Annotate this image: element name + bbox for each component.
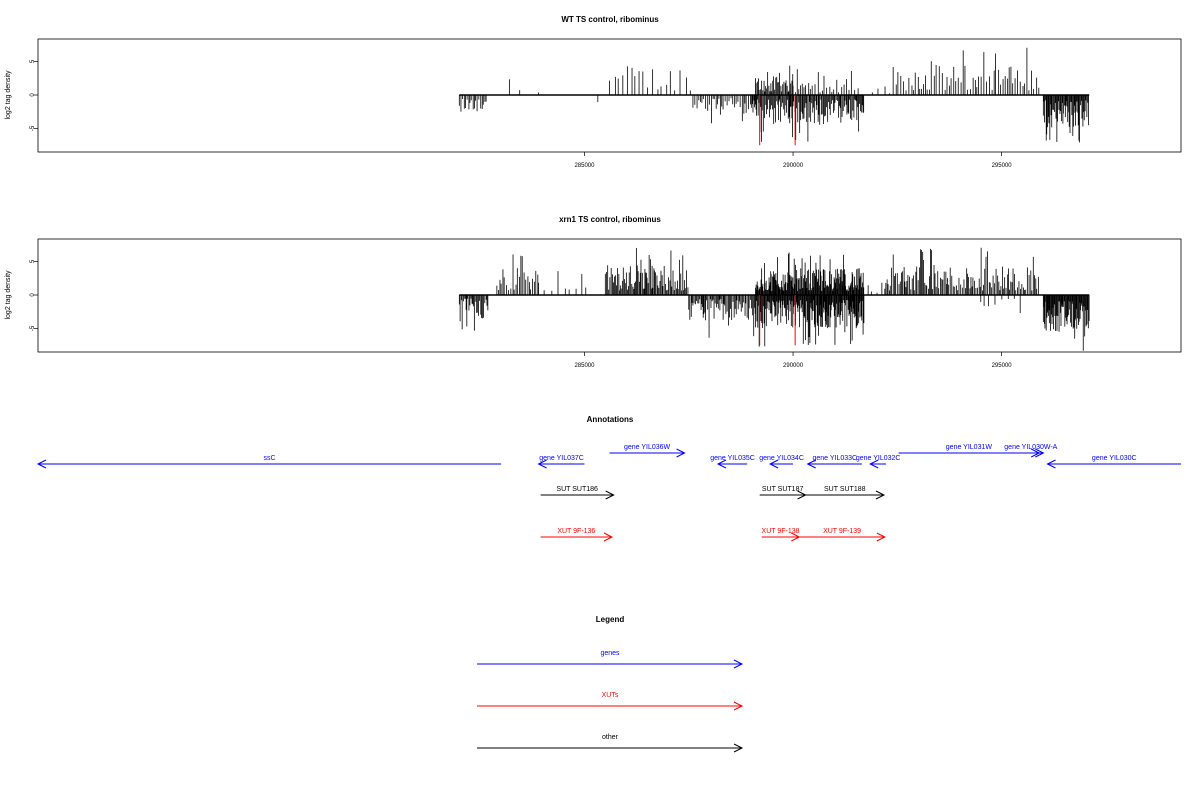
annotation-arrow-head bbox=[876, 532, 886, 542]
xrn1-x-tick-label: 295000 bbox=[992, 363, 1013, 369]
annotation-arrow-head bbox=[716, 459, 727, 469]
legend-panel: Legend genes XUTs other bbox=[477, 615, 744, 753]
annotation-label: gene YIL030C bbox=[1092, 455, 1137, 462]
wt-track-panel: WT TS control, ribominus log2 tag densit… bbox=[5, 15, 1182, 169]
annotation-label: gene YIL030W-A bbox=[1004, 444, 1057, 451]
legend-title: Legend bbox=[596, 615, 625, 624]
wt-track-title: WT TS control, ribominus bbox=[561, 15, 659, 24]
wt-x-tick-label: 285000 bbox=[574, 163, 595, 169]
legend-item-head bbox=[733, 743, 744, 753]
annotation-feature: SUT SUT187 bbox=[759, 486, 807, 500]
annotation-arrow-head bbox=[603, 532, 614, 542]
annotation-arrow-head bbox=[605, 490, 615, 500]
legend-item-head bbox=[733, 701, 744, 711]
legend-item-label: XUTs bbox=[602, 692, 619, 699]
annotation-feature: gene YIL034C bbox=[759, 455, 804, 469]
annotation-label: gene YIL034C bbox=[759, 455, 804, 462]
annotation-arrow-head bbox=[806, 459, 816, 469]
xrn1-x-tick-label: 290000 bbox=[783, 363, 804, 369]
annotation-feature: gene YIL032C bbox=[856, 455, 901, 469]
annotation-feature: gene YIL035C bbox=[710, 455, 755, 469]
annotation-label: XUT 9F-138 bbox=[762, 528, 800, 535]
annotation-feature: SUT SUT186 bbox=[540, 486, 615, 500]
annotation-feature: gene YIL036W bbox=[609, 444, 686, 458]
legend-item-label: genes bbox=[600, 650, 620, 657]
annotation-arrow-head bbox=[768, 459, 779, 469]
legend-item: XUTs bbox=[477, 692, 744, 711]
annotation-label: gene YIL031W bbox=[946, 444, 993, 451]
xrn1-track-title: xrn1 TS control, ribominus bbox=[559, 215, 661, 224]
annotation-arrow-head bbox=[36, 459, 47, 469]
annotation-label: XUT 9F-139 bbox=[823, 528, 861, 535]
xrn1-y-axis-label: log2 tag density bbox=[5, 270, 12, 320]
wt-x-tick-label: 290000 bbox=[783, 163, 804, 169]
wt-y-tick-label: 5 bbox=[30, 59, 36, 63]
annotation-feature: XUT 9F-138 bbox=[762, 528, 801, 542]
xrn1-y-tick-label: 5 bbox=[30, 259, 36, 263]
xrn1-plot-frame bbox=[37, 238, 1182, 353]
annotation-arrow-head bbox=[869, 459, 879, 469]
annotation-feature: XUT 9F-139 bbox=[799, 528, 886, 542]
wt-y-tick-label: 0 bbox=[30, 93, 36, 97]
annotation-label: XUT 9F-136 bbox=[557, 528, 595, 535]
xrn1-track-panel: xrn1 TS control, ribominus log2 tag dens… bbox=[5, 215, 1182, 369]
annotation-arrow-head bbox=[676, 448, 686, 458]
xrn1-x-tick-label: 285000 bbox=[574, 363, 595, 369]
wt-y-axis-label: log2 tag density bbox=[5, 70, 12, 120]
annotation-label: gene YIL036W bbox=[624, 444, 671, 451]
wt-plot-frame bbox=[37, 38, 1182, 153]
annotation-label: SUT SUT188 bbox=[824, 486, 866, 493]
xrn1-y-tick-label: 0 bbox=[30, 293, 36, 297]
annotation-feature: gene YIL030C bbox=[1046, 455, 1181, 469]
legend-item-head bbox=[733, 659, 744, 669]
annotation-arrow-head bbox=[875, 490, 886, 500]
wt-x-tick-label: 295000 bbox=[992, 163, 1013, 169]
annotation-label: gene YIL035C bbox=[710, 455, 755, 462]
annotation-label: gene YIL032C bbox=[856, 455, 901, 462]
annotation-arrow-head bbox=[537, 459, 547, 469]
annotation-feature: gene YIL030W-A bbox=[1004, 444, 1058, 458]
annotation-arrow-head bbox=[1046, 459, 1056, 469]
annotations-title: Annotations bbox=[587, 415, 634, 424]
annotation-label: gene YIL037C bbox=[539, 455, 584, 462]
annotation-feature: gene YIL033C bbox=[806, 455, 862, 469]
annotations-panel: Annotations ssC gene YIL037C gene YIL036W g… bbox=[36, 415, 1181, 542]
annotation-label: SUT SUT186 bbox=[556, 486, 598, 493]
annotation-label: SUT SUT187 bbox=[762, 486, 804, 493]
annotation-feature: SUT SUT188 bbox=[805, 486, 886, 500]
annotation-label: gene YIL033C bbox=[812, 455, 857, 462]
annotation-arrow-head bbox=[1035, 448, 1045, 458]
annotation-feature: XUT 9F-136 bbox=[540, 528, 614, 542]
xrn1-y-tick-label: -5 bbox=[30, 325, 36, 331]
legend-item-label: other bbox=[602, 734, 619, 741]
annotation-label: ssC bbox=[263, 455, 275, 462]
annotation-feature: ssC bbox=[36, 455, 502, 469]
legend-item: other bbox=[477, 734, 744, 753]
annotation-feature: gene YIL037C bbox=[537, 455, 585, 469]
wt-y-tick-label: -5 bbox=[30, 125, 36, 131]
legend-item: genes bbox=[477, 650, 744, 669]
